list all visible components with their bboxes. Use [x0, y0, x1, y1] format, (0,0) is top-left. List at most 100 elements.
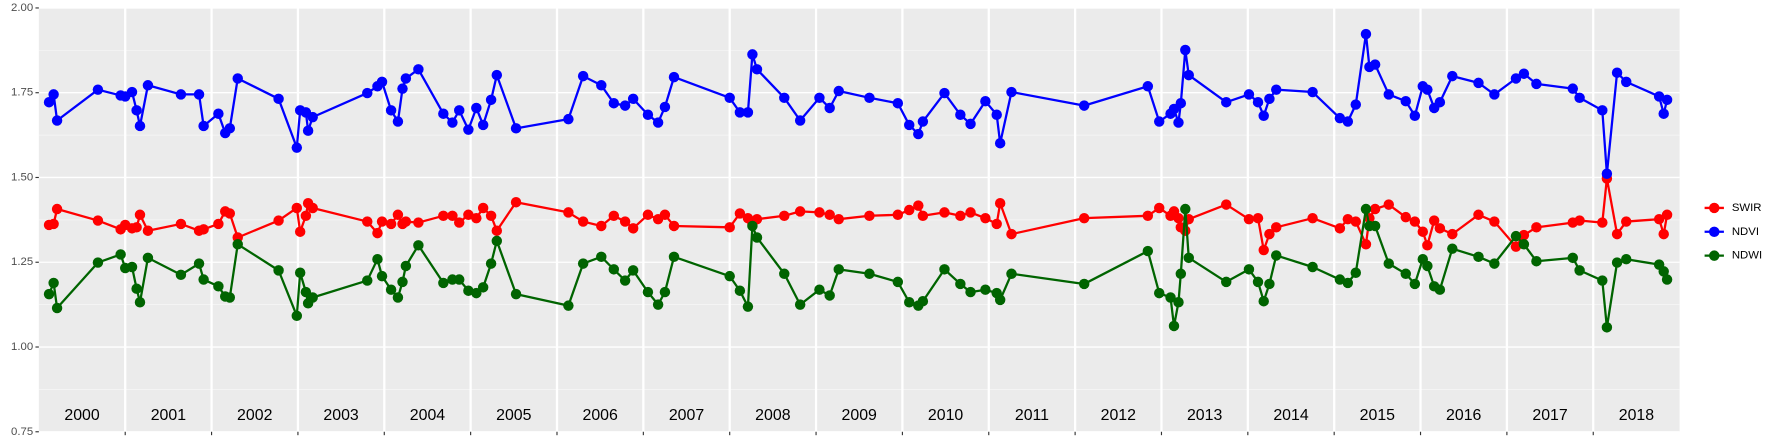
- data-point: [652, 299, 664, 310]
- data-point: [1661, 94, 1673, 106]
- data-point: [668, 251, 680, 263]
- data-point: [510, 197, 522, 208]
- data-point: [1383, 199, 1394, 210]
- data-point: [980, 95, 991, 107]
- data-point: [1621, 216, 1632, 227]
- data-point: [302, 125, 314, 136]
- data-point: [372, 227, 383, 239]
- data-point: [1264, 93, 1275, 105]
- data-point: [1661, 209, 1673, 221]
- data-point: [1258, 110, 1269, 122]
- data-point: [1447, 70, 1458, 82]
- data-point: [1531, 78, 1542, 90]
- data-point: [126, 86, 138, 98]
- data-point: [400, 73, 412, 84]
- data-point: [273, 215, 284, 226]
- data-point: [1611, 228, 1623, 240]
- data-point: [471, 287, 482, 299]
- data-point: [397, 83, 408, 94]
- data-point: [362, 275, 373, 286]
- data-point: [627, 93, 639, 105]
- data-point: [1510, 230, 1522, 242]
- data-point: [980, 212, 991, 224]
- series: [43, 28, 1673, 179]
- data-point: [175, 218, 187, 230]
- data-point: [1422, 240, 1433, 251]
- data-point: [994, 294, 1006, 306]
- y-tick-label: 1.00: [11, 341, 33, 353]
- data-point: [955, 210, 966, 222]
- data-point: [413, 64, 424, 75]
- data-point: [1271, 250, 1282, 261]
- data-point: [1165, 292, 1176, 303]
- data-point: [92, 257, 104, 268]
- data-point: [608, 210, 620, 222]
- data-point: [659, 209, 671, 221]
- data-point: [659, 286, 671, 298]
- year-label: 2007: [669, 407, 705, 424]
- data-point: [291, 202, 303, 214]
- data-point: [43, 288, 55, 300]
- data-point: [1307, 261, 1318, 273]
- data-point: [1447, 228, 1458, 240]
- data-point: [273, 265, 284, 276]
- data-point: [491, 225, 503, 236]
- data-point: [1350, 216, 1361, 227]
- data-point: [724, 222, 735, 233]
- data-point: [1621, 76, 1632, 88]
- data-point: [392, 209, 404, 221]
- data-point: [1611, 67, 1623, 78]
- data-point: [1142, 81, 1154, 92]
- data-point: [563, 207, 574, 218]
- y-tick-label: 1.50: [11, 171, 33, 183]
- data-point: [1334, 112, 1346, 124]
- data-point: [1400, 211, 1411, 223]
- data-point: [1360, 203, 1372, 215]
- data-point: [413, 240, 424, 251]
- data-point: [619, 275, 631, 286]
- data-point: [1574, 92, 1585, 104]
- data-point: [1221, 199, 1232, 210]
- data-point: [1078, 278, 1090, 290]
- data-point: [1360, 28, 1372, 40]
- data-point: [1489, 216, 1500, 227]
- data-point: [913, 200, 924, 211]
- data-point: [1350, 267, 1361, 278]
- data-point: [794, 299, 806, 310]
- data-point: [1531, 222, 1542, 233]
- data-point: [1252, 96, 1264, 108]
- year-label: 2000: [64, 407, 100, 424]
- data-point: [668, 71, 680, 83]
- data-point: [1597, 105, 1608, 116]
- data-point: [1489, 89, 1500, 100]
- data-point: [1510, 241, 1522, 252]
- data-point: [385, 105, 397, 116]
- data-point: [596, 251, 607, 263]
- data-point: [1342, 277, 1354, 289]
- data-point: [794, 115, 806, 126]
- data-point: [659, 101, 671, 113]
- data-point: [1531, 256, 1542, 267]
- data-point: [1434, 284, 1446, 295]
- year-label: 2014: [1273, 407, 1309, 424]
- data-point: [1078, 100, 1090, 111]
- data-point: [1180, 203, 1191, 215]
- data-point: [1601, 168, 1613, 179]
- data-point: [1473, 77, 1484, 89]
- year-label: 2013: [1187, 407, 1223, 424]
- data-point: [175, 269, 187, 281]
- data-point: [1175, 268, 1187, 280]
- data-point: [1518, 68, 1530, 79]
- data-point: [175, 89, 187, 100]
- data-point: [48, 277, 59, 289]
- data-point: [307, 292, 318, 303]
- data-point: [232, 73, 243, 84]
- data-point: [400, 260, 412, 272]
- data-point: [642, 286, 654, 298]
- data-point: [864, 92, 875, 104]
- data-point: [1658, 108, 1669, 119]
- data-point: [477, 119, 489, 131]
- data-point: [1264, 228, 1275, 240]
- data-point: [485, 258, 497, 269]
- year-label: 2017: [1532, 407, 1568, 424]
